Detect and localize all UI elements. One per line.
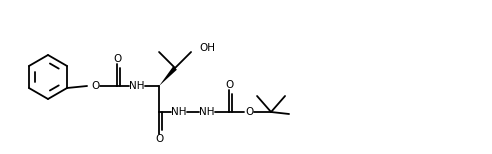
Text: NH: NH	[199, 107, 215, 117]
Text: O: O	[113, 54, 121, 64]
Text: O: O	[245, 107, 253, 117]
Text: NH: NH	[129, 81, 145, 91]
Text: NH: NH	[171, 107, 187, 117]
Text: O: O	[91, 81, 99, 91]
Text: OH: OH	[199, 43, 215, 53]
Text: O: O	[155, 134, 163, 144]
Text: O: O	[225, 80, 233, 90]
Polygon shape	[159, 66, 177, 86]
